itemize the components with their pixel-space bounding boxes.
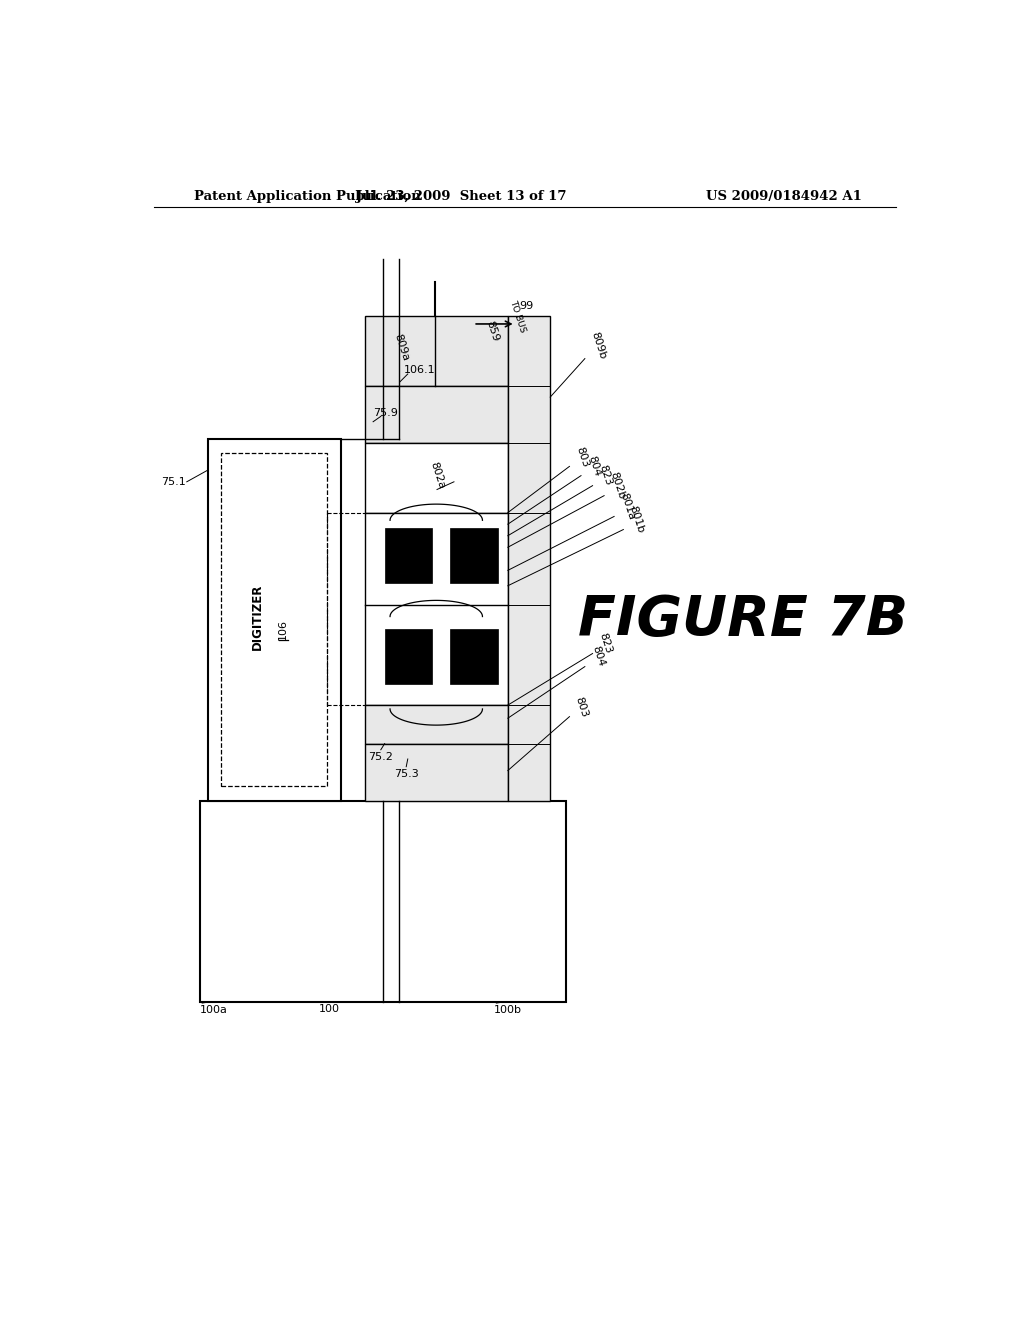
Text: 823: 823 — [598, 465, 613, 487]
Text: 801a: 801a — [618, 491, 636, 521]
Text: 75.1: 75.1 — [161, 477, 186, 487]
Bar — [366, 317, 508, 385]
Text: 106: 106 — [279, 619, 288, 640]
Bar — [366, 385, 508, 444]
Bar — [508, 317, 550, 801]
Text: FIGURE 7B: FIGURE 7B — [578, 594, 907, 647]
Text: 75.9: 75.9 — [373, 408, 398, 417]
Text: 100: 100 — [319, 1003, 340, 1014]
Text: US 2009/0184942 A1: US 2009/0184942 A1 — [707, 190, 862, 203]
Text: 803: 803 — [574, 446, 591, 469]
Bar — [220, 453, 327, 785]
Text: TO BUS: TO BUS — [508, 298, 526, 334]
Bar — [200, 801, 565, 1002]
Bar — [451, 628, 498, 684]
Bar — [366, 705, 508, 743]
Text: DIGITIZER: DIGITIZER — [251, 583, 264, 649]
Text: 99: 99 — [519, 301, 534, 312]
Text: 106.1: 106.1 — [403, 366, 435, 375]
Bar — [366, 444, 508, 512]
Text: 803: 803 — [573, 696, 589, 718]
Text: Patent Application Publication: Patent Application Publication — [194, 190, 421, 203]
Bar — [385, 628, 432, 684]
Text: 100a: 100a — [200, 1006, 227, 1015]
Text: 823: 823 — [598, 632, 613, 655]
Text: 801b: 801b — [628, 504, 645, 535]
Bar — [366, 743, 508, 801]
Text: 75.3: 75.3 — [394, 770, 419, 779]
Bar — [451, 528, 498, 583]
Text: 100b: 100b — [494, 1006, 522, 1015]
Bar — [208, 440, 341, 801]
Text: 804: 804 — [586, 455, 602, 478]
Bar — [385, 528, 432, 583]
Text: 802a: 802a — [428, 461, 446, 491]
Text: Jul. 23, 2009  Sheet 13 of 17: Jul. 23, 2009 Sheet 13 of 17 — [356, 190, 567, 203]
Text: 859: 859 — [484, 319, 501, 342]
Text: 809b: 809b — [590, 330, 608, 360]
Bar — [366, 512, 508, 705]
Text: 75.2: 75.2 — [369, 752, 393, 763]
Text: 802b: 802b — [608, 471, 627, 500]
Text: 804: 804 — [590, 645, 606, 668]
Text: 809a: 809a — [392, 333, 411, 362]
